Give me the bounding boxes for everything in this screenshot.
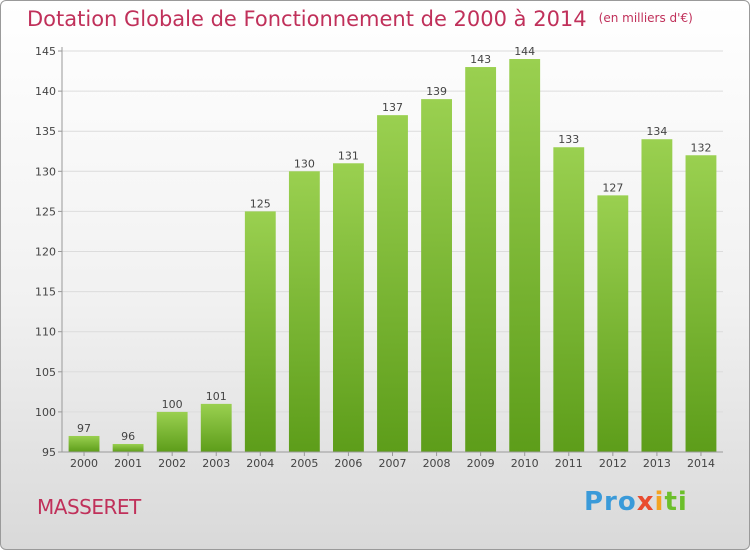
- bar-2011: [553, 147, 585, 453]
- y-tick-label: 125: [35, 205, 56, 218]
- bar-2006: [333, 163, 364, 452]
- x-tick-label: 2005: [290, 457, 318, 470]
- data-label: 101: [206, 390, 227, 403]
- bar-2008: [421, 99, 452, 453]
- x-tick-label: 2013: [643, 457, 671, 470]
- y-tick-label: 100: [35, 406, 56, 419]
- data-label: 97: [77, 422, 91, 435]
- bar-2010: [509, 59, 541, 453]
- y-tick-label: 110: [35, 326, 56, 339]
- x-tick-label: 2009: [467, 457, 495, 470]
- x-tick-label: 2010: [511, 457, 539, 470]
- x-tick-label: 2004: [246, 457, 274, 470]
- data-label: 134: [646, 125, 667, 138]
- y-tick-label: 130: [35, 165, 56, 178]
- bar-2007: [377, 115, 408, 452]
- data-label: 137: [382, 101, 403, 114]
- data-label: 96: [121, 430, 135, 443]
- bar-2001: [112, 443, 144, 452]
- x-tick-label: 2007: [379, 457, 407, 470]
- data-label: 139: [426, 85, 447, 98]
- title-text: Dotation Globale de Fonctionnement de 20…: [27, 7, 587, 31]
- y-tick-label: 95: [42, 446, 56, 459]
- y-tick-label: 115: [35, 286, 56, 299]
- bar-2012: [597, 195, 629, 453]
- data-label: 125: [250, 197, 271, 210]
- axes: [61, 47, 723, 453]
- unit-label: (en milliers d'€): [598, 11, 693, 25]
- bar-2004: [244, 211, 276, 452]
- x-tick-label: 2008: [423, 457, 451, 470]
- city-name: MASSERET: [37, 495, 141, 519]
- data-label: 144: [514, 45, 535, 58]
- x-tick-label: 2001: [114, 457, 142, 470]
- data-label: 127: [602, 181, 623, 194]
- bar-2005: [288, 171, 320, 453]
- x-tick-label: 2011: [555, 457, 583, 470]
- x-axis-ticks: 2000 2001 2002 2003 2004 2005 2006 2007 2008 2009…: [70, 452, 715, 470]
- data-label: 133: [558, 133, 579, 146]
- data-label: 130: [294, 157, 315, 170]
- bar-2009: [465, 67, 497, 452]
- y-tick-label: 105: [35, 366, 56, 379]
- x-tick-label: 2000: [70, 457, 98, 470]
- y-tick-label: 140: [35, 85, 56, 98]
- proxiti-logo: Proxiti: [584, 487, 688, 517]
- bar-2002: [156, 411, 188, 452]
- chart-title: Dotation Globale de Fonctionnement de 20…: [27, 7, 693, 31]
- data-label: 131: [338, 149, 359, 162]
- y-axis-ticks: 95 100 105 110 115 120 125 130 135 140 145: [35, 45, 62, 459]
- x-tick-label: 2003: [202, 457, 230, 470]
- bar-2014: [685, 155, 717, 452]
- data-label: 100: [162, 398, 183, 411]
- data-label: 143: [470, 53, 491, 66]
- bar-2000: [68, 435, 100, 452]
- x-tick-label: 2014: [687, 457, 715, 470]
- y-tick-label: 135: [35, 125, 56, 138]
- y-tick-label: 145: [35, 45, 56, 58]
- x-tick-label: 2006: [334, 457, 362, 470]
- bar-2013: [641, 139, 673, 452]
- bar-2003: [200, 403, 232, 452]
- y-tick-label: 120: [35, 246, 56, 259]
- data-label: 132: [690, 141, 711, 154]
- x-tick-label: 2002: [158, 457, 186, 470]
- bars: 97 96 100 101 125 130 131 137 139 143 144 133 127 134…: [68, 45, 717, 453]
- x-tick-label: 2012: [599, 457, 627, 470]
